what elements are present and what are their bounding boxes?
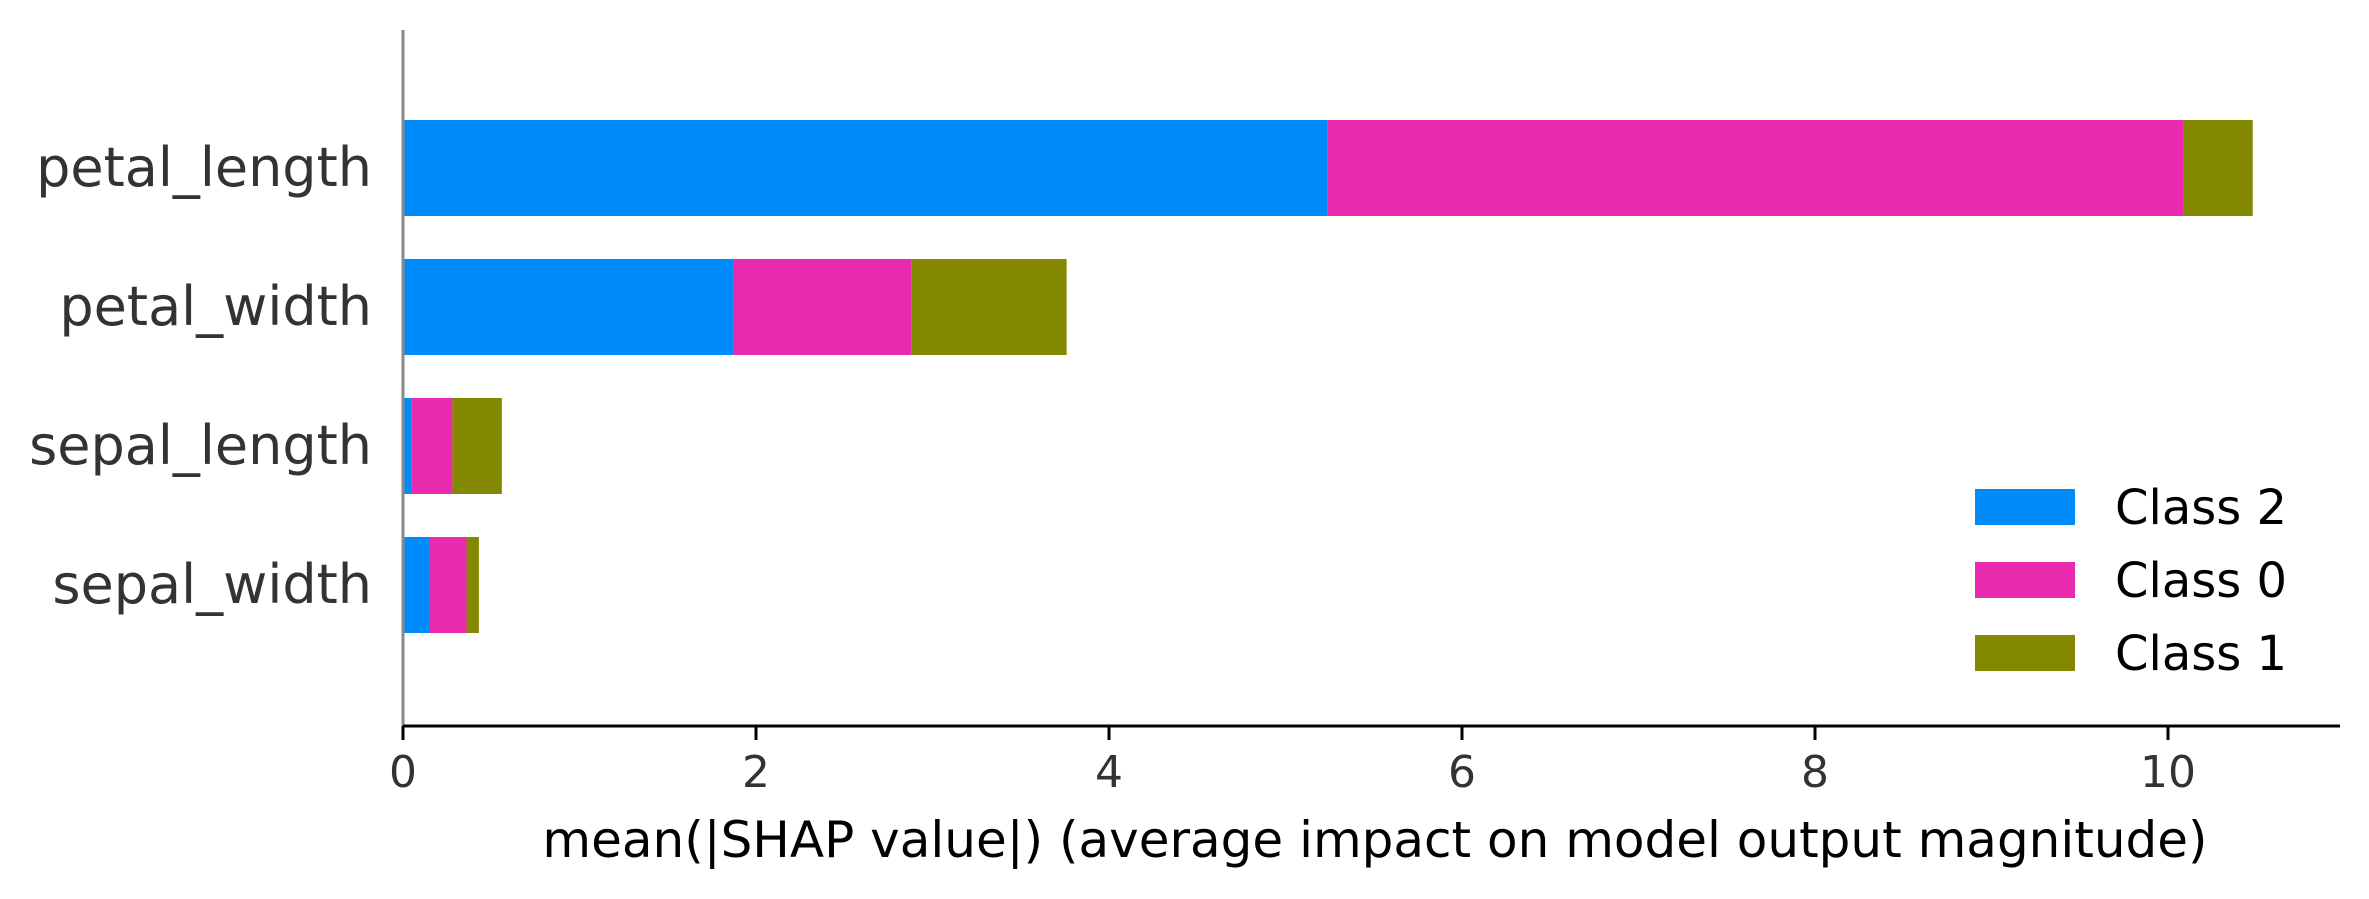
x-tick-label-2: 2 [742, 747, 770, 798]
legend: Class 2 Class 0 Class 1 [1975, 480, 2287, 682]
legend-label-class-0: Class 0 [2115, 553, 2287, 609]
y-label-petal-width: petal_width [59, 275, 372, 338]
x-tick-label-6: 6 [1448, 747, 1476, 798]
x-axis-label: mean(|SHAP value|) (average impact on mo… [542, 811, 2207, 869]
y-axis-labels: petal_length petal_width sepal_lengthsepal… [29, 136, 372, 616]
bar-petal-width-class-1 [911, 259, 1067, 355]
legend-swatch-class-0 [1975, 562, 2075, 598]
bar-petal-length-class-2 [403, 120, 1328, 216]
bar-sepal-width-class-2 [403, 537, 430, 633]
bar-petal-length-class-1 [2183, 120, 2253, 216]
x-tick-label-0: 0 [389, 747, 417, 798]
bar-petal-width-class-2 [403, 259, 734, 355]
bar-sepal-length-class-1 [452, 398, 502, 494]
y-label-petal-length: petal_length [36, 136, 372, 199]
bar-sepal-length-class-2 [403, 398, 412, 494]
bar-sepal-width-class-0 [429, 537, 467, 633]
legend-swatch-class-1 [1975, 635, 2075, 671]
y-label-sepal-length: sepal_length [29, 414, 372, 477]
bar-sepal-length-class-0 [411, 398, 453, 494]
bars-group [403, 120, 2253, 633]
bar-sepal-width-class-1 [466, 537, 479, 633]
x-axis-ticks: 0 2 4 6 8 10 [389, 726, 2196, 798]
bar-petal-length-class-0 [1327, 120, 2184, 216]
x-tick-label-4: 4 [1095, 747, 1123, 798]
bar-petal-width-class-0 [733, 259, 912, 355]
legend-label-class-1: Class 1 [2115, 626, 2287, 682]
legend-label-class-2: Class 2 [2115, 480, 2287, 536]
y-label-sepal-width: sepal_width [52, 553, 372, 616]
x-tick-label-10: 10 [2140, 747, 2196, 798]
legend-swatch-class-2 [1975, 489, 2075, 525]
x-tick-label-8: 8 [1801, 747, 1829, 798]
